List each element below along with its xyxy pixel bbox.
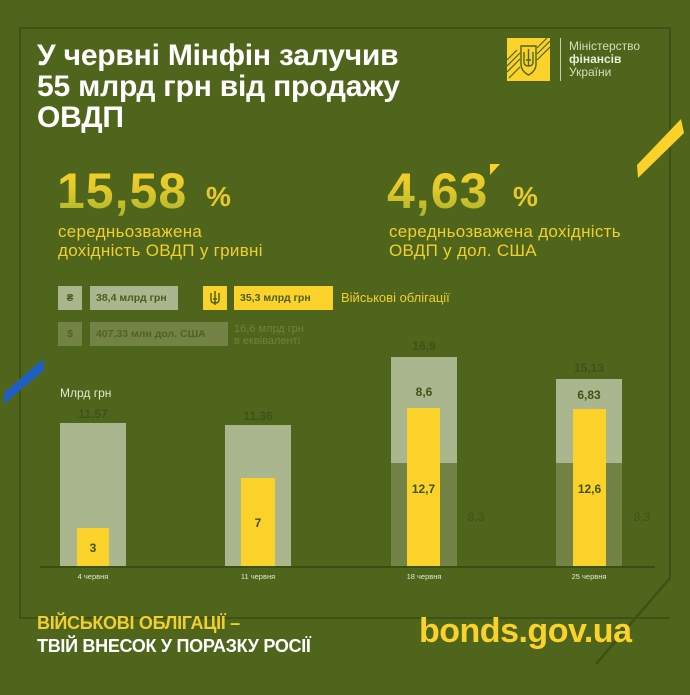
bonds-url-link[interactable]: bonds.gov.ua xyxy=(419,612,632,650)
footer-slogan-line-1: ВІЙСЬКОВІ ОБЛІГАЦІЇ – xyxy=(37,613,240,633)
bar-total-value: 15,13 xyxy=(573,361,605,375)
content-frame xyxy=(19,27,670,619)
bar-total-value: 11,57 xyxy=(78,407,108,421)
bar-uah-value: 8,6 xyxy=(415,385,433,399)
usd-note-line-2: в еквіваленті xyxy=(234,335,301,347)
stat-usd-desc-line-1: середньозважена дохідність xyxy=(389,222,621,241)
bar-usd-value: 8,3 xyxy=(633,510,651,524)
bar-military xyxy=(573,409,606,566)
legend-usd-total: 407,33 млн дол. США xyxy=(90,322,228,346)
usd-note-line-1: 16,6 млрд грн xyxy=(234,323,304,335)
stat-uah-yield-desc: середньозважена дохідність ОВДП у гривні xyxy=(58,222,263,260)
logo-line-2: фінансів xyxy=(569,52,622,66)
x-tick-label: 25 червня xyxy=(571,572,607,581)
footer-slogan-line-2: ТВІЙ ВНЕСОК У ПОРАЗКУ РОСІЇ xyxy=(37,636,311,656)
bar-uah-value: 6,83 xyxy=(577,388,601,402)
logo-line-1: Міністерство xyxy=(569,39,641,53)
trident-icon xyxy=(203,286,227,310)
stat-usd-yield-value: 4,63 xyxy=(387,163,489,219)
x-tick-label: 4 червня xyxy=(77,572,109,581)
stat-uah-desc-line-2: дохідність ОВДП у гривні xyxy=(58,241,263,260)
bar-usd-value: 8,3 xyxy=(467,510,485,524)
y-axis-label: Млрд грн xyxy=(60,386,112,400)
bar-military xyxy=(241,478,275,566)
bar-military-value: 12,7 xyxy=(411,482,436,496)
bar-military-value: 3 xyxy=(89,541,97,555)
bar-total-value: 16,9 xyxy=(412,339,436,353)
title-line-1: У червні Мінфін залучив xyxy=(37,39,399,72)
legend-military-label: Військові облігації xyxy=(341,290,450,305)
dollar-icon: $ xyxy=(58,322,82,346)
stat-uah-yield-unit: % xyxy=(206,181,231,212)
bar-total-value: 11,36 xyxy=(243,409,273,423)
logo-separator xyxy=(560,38,561,81)
legend-military-total: 35,3 млрд грн xyxy=(234,286,333,310)
frame-right-edge xyxy=(669,27,671,579)
title-line-2: 55 млрд грн від продажу xyxy=(37,70,400,103)
stat-uah-desc-line-1: середньозважена xyxy=(58,222,203,241)
x-tick-label: 11 червня xyxy=(240,572,276,581)
logo-line-3: України xyxy=(569,65,612,79)
stat-uah-yield-value: 15,58 xyxy=(57,163,188,219)
bar-military xyxy=(77,528,109,566)
bar-military-value: 7 xyxy=(254,516,262,530)
bar-military xyxy=(407,408,440,566)
legend-uah-total: 38,4 млрд грн xyxy=(90,286,178,310)
stat-usd-yield-unit: % xyxy=(513,181,538,212)
trident-icon xyxy=(507,38,550,81)
x-axis-line xyxy=(40,566,655,568)
stat-usd-desc-line-2: ОВДП у дол. США xyxy=(389,241,537,260)
page-title: У червні Мінфін залучив 55 млрд грн від … xyxy=(37,40,477,133)
bar-military-value: 12,6 xyxy=(577,482,602,496)
title-line-3: ОВДП xyxy=(37,101,124,134)
ministry-logo: Міністерство фінансів України xyxy=(507,38,640,81)
stat-usd-yield-desc: середньозважена дохідність ОВДП у дол. С… xyxy=(389,222,621,260)
hryvnia-icon: ₴ xyxy=(58,286,82,310)
legend-usd-equivalent: 16,6 млрд грн в еквіваленті xyxy=(234,323,304,347)
logo-text: Міністерство фінансів України xyxy=(569,40,640,79)
x-tick-label: 18 червня xyxy=(406,572,442,581)
